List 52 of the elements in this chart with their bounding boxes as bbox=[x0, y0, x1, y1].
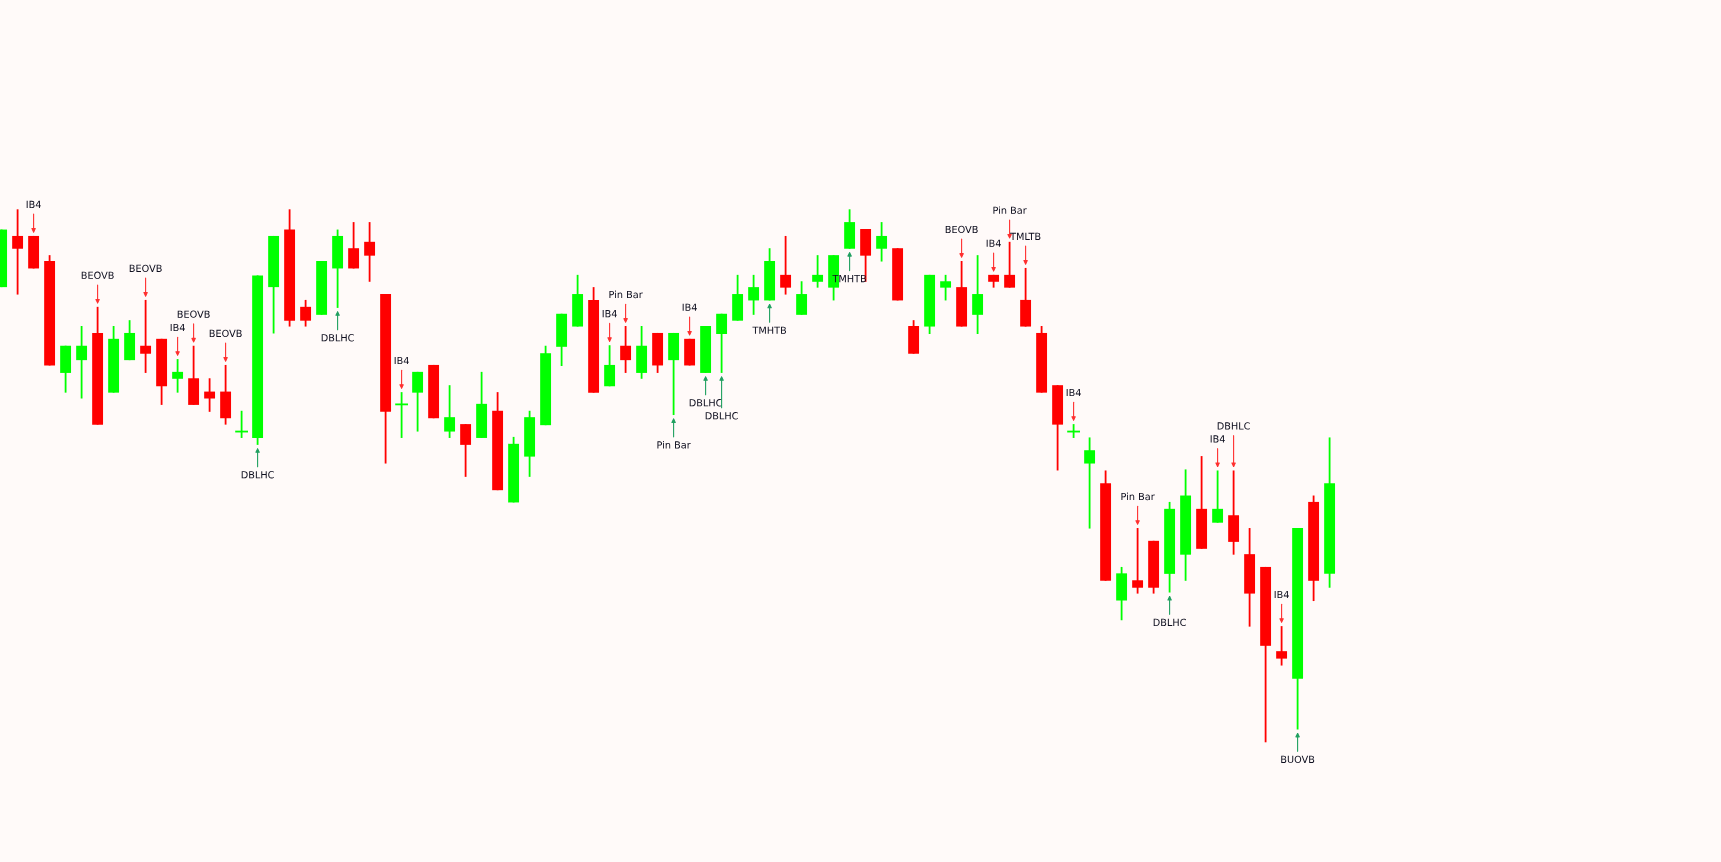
candlestick bbox=[1004, 240, 1016, 289]
candlestick bbox=[780, 235, 792, 296]
annotation: IB4 bbox=[986, 239, 1001, 247]
annotation: DBLHC bbox=[1153, 618, 1186, 627]
annotation: BEOVB bbox=[209, 329, 242, 338]
candlestick bbox=[748, 273, 760, 316]
annotation: BEOVB bbox=[177, 310, 210, 318]
annotation: Pin Bar bbox=[993, 206, 1027, 214]
candlestick bbox=[1276, 625, 1288, 667]
candlestick bbox=[876, 221, 888, 263]
candlestick bbox=[796, 280, 808, 316]
candlestick bbox=[1084, 436, 1096, 530]
candlestick bbox=[444, 384, 456, 439]
annotation: DBHLC bbox=[1217, 422, 1250, 430]
candlestick bbox=[412, 370, 424, 433]
candlestick bbox=[620, 325, 632, 374]
candlestick bbox=[364, 221, 376, 283]
annotation: TMHTB bbox=[752, 326, 787, 334]
annotation: IB4 bbox=[394, 357, 409, 365]
candlestick bbox=[204, 377, 216, 413]
candlestick bbox=[812, 254, 824, 289]
annotation: BUOVB bbox=[1281, 755, 1315, 764]
annotation: IB4 bbox=[1210, 435, 1225, 443]
candlestick bbox=[300, 299, 312, 328]
annotation: Pin Bar bbox=[609, 290, 643, 299]
candlestick bbox=[604, 344, 616, 388]
annotation: IB4 bbox=[682, 303, 697, 311]
annotation: IB4 bbox=[170, 323, 185, 332]
annotation: IB4 bbox=[602, 310, 617, 318]
annotation: DBLHC bbox=[705, 412, 738, 420]
annotation: IB4 bbox=[1066, 388, 1081, 397]
candlestick bbox=[460, 423, 472, 478]
annotation: DBLHC bbox=[241, 471, 274, 479]
annotation: DBLHC bbox=[321, 334, 354, 342]
annotation: IB4 bbox=[1274, 591, 1289, 599]
annotation: BEOVB bbox=[81, 271, 114, 279]
annotation: TMLTB bbox=[1010, 232, 1041, 240]
annotation: Pin Bar bbox=[657, 441, 691, 449]
candlestick bbox=[348, 221, 360, 270]
candlestick bbox=[76, 325, 88, 400]
candlestick bbox=[972, 254, 984, 335]
candlestick bbox=[940, 273, 952, 302]
annotation: BEOVB bbox=[129, 264, 162, 273]
candlestick bbox=[172, 358, 184, 394]
candlestick bbox=[140, 299, 152, 374]
annotation: BEOVB bbox=[945, 225, 978, 234]
candlestick bbox=[1132, 527, 1144, 595]
candlestick bbox=[1212, 469, 1224, 524]
candlestick bbox=[12, 208, 24, 296]
annotation: Pin Bar bbox=[1121, 492, 1155, 501]
candlestick bbox=[716, 312, 728, 374]
annotation: IB4 bbox=[26, 200, 41, 208]
